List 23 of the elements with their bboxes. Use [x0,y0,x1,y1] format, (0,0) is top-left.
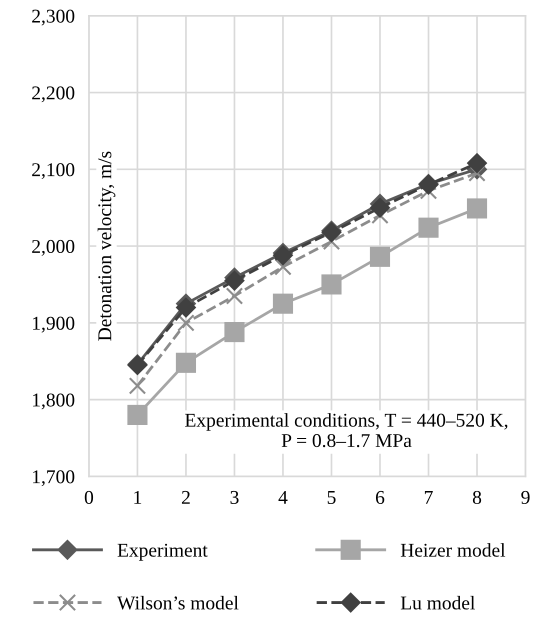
y-tick-label: 2,200 [32,86,74,102]
x-tick-label: 3 [230,490,239,504]
x-tick-label: 7 [424,491,433,504]
y-tick-label: 2,100 [32,163,74,180]
legend-label: Heizer model [400,543,506,557]
x-tick-label: 6 [376,490,384,504]
x-tick-label: 4 [278,490,288,504]
y-axis-title: Detonation velocity, m/s [98,152,116,341]
y-tick-label: 1,700 [33,470,74,486]
legend-label: Lu model [400,596,475,610]
y-tick-label: 1,800 [33,393,74,410]
y-tick-label: 2,000 [32,240,74,256]
x-tick-label: 1 [134,490,142,504]
annotation: Experimental conditions, T = 440–520 K, P = 0.8–1.7 MPa [185,413,508,448]
y-tick-label: 1,900 [33,316,74,333]
legend-label: Experiment [118,544,208,561]
x-tick-label: 5 [328,491,336,504]
x-tick-label: 8 [472,490,482,504]
x-tick-label: 0 [84,490,94,504]
legend-label: Wilson’s model [117,596,238,610]
x-tick-label: 9 [521,490,530,504]
x-tick-label: 2 [182,490,190,504]
y-tick-label: 2,300 [32,10,74,26]
